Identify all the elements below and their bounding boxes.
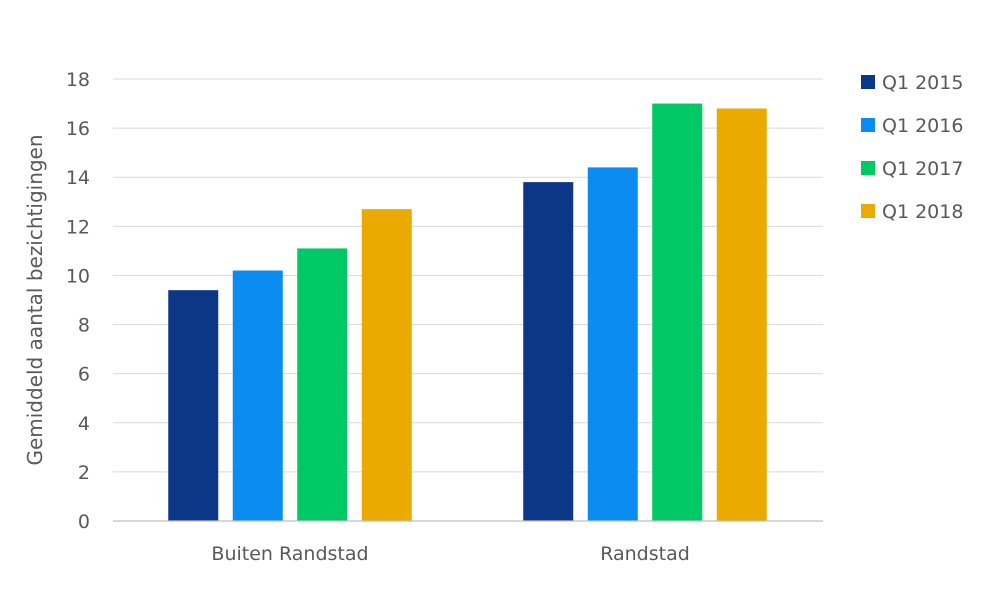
bar-buiten-randstad-q1-2018 bbox=[361, 209, 412, 521]
legend-label: Q1 2018 bbox=[882, 201, 963, 223]
bar-randstad-q1-2015 bbox=[523, 182, 574, 521]
bars bbox=[168, 103, 767, 522]
y-tick-label: 12 bbox=[66, 216, 90, 238]
x-category-label: Buiten Randstad bbox=[211, 543, 368, 565]
legend-label: Q1 2016 bbox=[882, 115, 963, 137]
legend-item[interactable]: Q1 2016 bbox=[861, 115, 963, 137]
legend-item[interactable]: Q1 2017 bbox=[861, 158, 963, 180]
legend-label: Q1 2017 bbox=[882, 158, 963, 180]
legend-swatch bbox=[861, 75, 875, 89]
legend-item[interactable]: Q1 2018 bbox=[861, 201, 963, 223]
y-tick-label: 14 bbox=[66, 167, 90, 189]
bar-buiten-randstad-q1-2016 bbox=[232, 270, 283, 521]
bar-randstad-q1-2018 bbox=[716, 108, 767, 521]
legend-swatch bbox=[861, 204, 875, 218]
legend-swatch bbox=[861, 161, 875, 175]
y-tick-label: 16 bbox=[66, 118, 90, 140]
bar-buiten-randstad-q1-2017 bbox=[297, 248, 348, 521]
legend-item[interactable]: Q1 2015 bbox=[861, 72, 963, 94]
gridlines bbox=[113, 78, 823, 473]
y-tick-label: 2 bbox=[78, 462, 90, 484]
bar-randstad-q1-2017 bbox=[652, 103, 703, 522]
x-axis-categories: Buiten Randstad Randstad bbox=[211, 543, 689, 565]
bar-randstad-q1-2016 bbox=[587, 167, 638, 521]
y-tick-label: 6 bbox=[78, 364, 90, 386]
legend-label: Q1 2015 bbox=[882, 72, 963, 94]
x-category-label: Randstad bbox=[600, 543, 690, 565]
legend-swatch bbox=[861, 118, 875, 132]
legend[interactable]: Q1 2015 Q1 2016 Q1 2017 Q1 2018 bbox=[861, 72, 963, 223]
y-tick-label: 18 bbox=[66, 69, 90, 91]
bar-buiten-randstad-q1-2015 bbox=[168, 290, 219, 521]
y-tick-label: 8 bbox=[78, 315, 90, 337]
y-tick-label: 0 bbox=[78, 511, 90, 533]
y-tick-label: 10 bbox=[66, 265, 90, 287]
y-axis-title: Gemiddeld aantal bezichtigingen bbox=[23, 134, 47, 465]
y-tick-label: 4 bbox=[78, 413, 90, 435]
y-axis-ticks: 0 2 4 6 8 10 12 14 16 18 bbox=[66, 69, 90, 533]
